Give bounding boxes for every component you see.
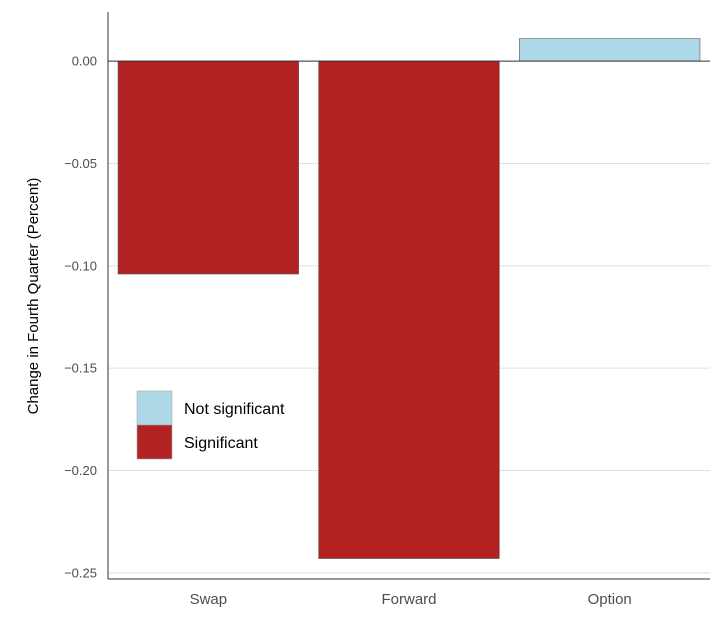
y-tick-label: −0.10 xyxy=(64,258,97,273)
y-tick-label: −0.15 xyxy=(64,361,97,376)
x-tick-label: Option xyxy=(588,591,632,608)
bars xyxy=(117,38,701,559)
legend-swatch xyxy=(136,390,173,426)
y-tick-label: −0.05 xyxy=(64,156,97,171)
y-tick-label: −0.20 xyxy=(64,463,97,478)
y-tick-labels: 0.00 −0.05 −0.10 −0.15 −0.20 −0.25 xyxy=(64,54,97,581)
legend-swatch xyxy=(136,424,173,460)
legend-label: Not significant xyxy=(184,401,285,418)
x-tick-label: Forward xyxy=(381,591,436,608)
bar-option xyxy=(519,38,701,62)
y-tick-label: −0.25 xyxy=(64,565,97,580)
x-tick-label: Swap xyxy=(190,591,228,608)
legend-label: Significant xyxy=(184,435,258,452)
bar-swap xyxy=(117,60,299,275)
y-axis-title: Change in Fourth Quarter (Percent) xyxy=(25,178,42,415)
bar-forward xyxy=(318,60,500,559)
y-tick-label: 0.00 xyxy=(72,54,97,69)
x-tick-labels: Swap Forward Option xyxy=(190,591,632,608)
axes xyxy=(107,12,710,580)
legend: Not significant Significant xyxy=(136,390,285,460)
